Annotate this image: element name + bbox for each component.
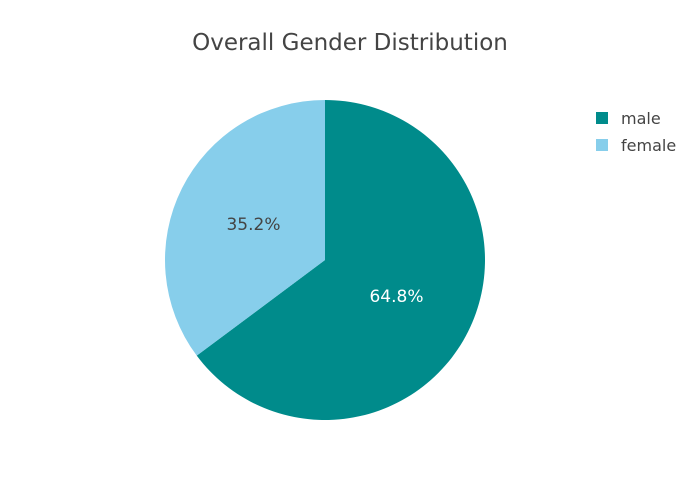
- legend-label-male[interactable]: male: [621, 109, 661, 128]
- chart-title: Overall Gender Distribution: [192, 30, 508, 56]
- slice-label-male: 64.8%: [369, 287, 423, 307]
- pie-slice-female[interactable]: [165, 100, 325, 356]
- pie-slice-labels: 64.8% 35.2%: [226, 215, 423, 307]
- legend-swatch-male[interactable]: [596, 112, 608, 124]
- legend-label-female[interactable]: female: [621, 136, 676, 155]
- slice-label-female: 35.2%: [226, 215, 280, 235]
- legend: male female: [596, 109, 676, 155]
- pie-slice-male[interactable]: [196, 100, 486, 420]
- pie-slices: [165, 100, 486, 420]
- legend-swatch-female[interactable]: [596, 139, 608, 151]
